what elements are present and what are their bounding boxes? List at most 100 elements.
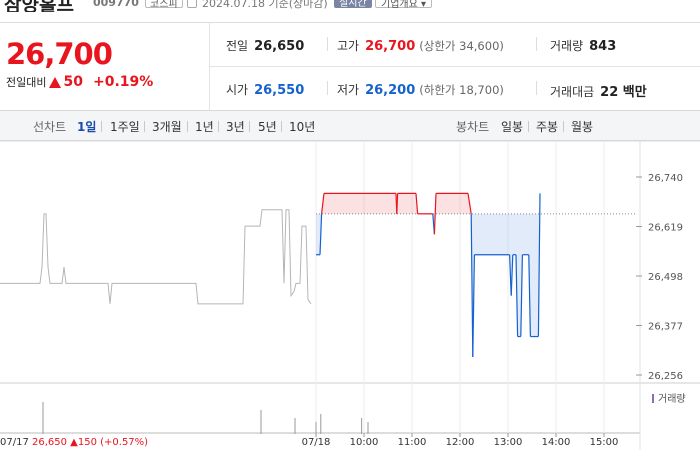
high-label: 고가 <box>337 39 360 53</box>
x-tick-label: 11:00 <box>398 437 427 448</box>
price-line-segment <box>515 254 519 337</box>
divider <box>528 121 529 132</box>
divider <box>563 121 564 132</box>
price-line-segment <box>472 254 475 358</box>
high-value: 26,700 <box>365 39 416 54</box>
y-tick-label: 26,740 <box>648 173 683 184</box>
divider <box>536 37 537 51</box>
change-value: 50 <box>63 74 83 90</box>
price-area-fill <box>512 213 516 255</box>
amount-value: 22 백만 <box>600 85 647 100</box>
change-percent: +0.19% <box>92 74 154 90</box>
volume-cell: 거래량 843 <box>550 37 616 54</box>
price-line-segment <box>396 193 399 214</box>
prev-day-close: 26,650 ▲150 (+0.57%) <box>32 437 148 448</box>
price-line-segment <box>537 193 541 337</box>
price-line-segment <box>510 254 514 296</box>
divider <box>327 37 328 51</box>
low-value: 26,200 <box>365 83 416 98</box>
company-info-label: 기업개요 <box>381 0 418 10</box>
y-tick-label: 26,256 <box>648 371 683 382</box>
clock-icon <box>187 0 197 8</box>
tab-1week[interactable]: 1주일 <box>110 120 140 134</box>
y-tick-label: 26,377 <box>648 322 683 333</box>
price-line-segment <box>528 254 531 337</box>
prev-day-info: 07/17 26,650 ▲150 (+0.57%) <box>0 437 148 448</box>
x-tick-label: 07/18 <box>302 437 331 448</box>
low-label: 저가 <box>337 83 360 97</box>
prev-day-date: 07/17 <box>0 437 32 448</box>
price-area-fill <box>474 213 510 255</box>
quote-date: 2024.07.18 기준(장마감) <box>202 0 328 10</box>
divider <box>101 121 102 132</box>
x-tick-label: 15:00 <box>590 437 619 448</box>
open-value: 26,550 <box>254 83 305 98</box>
chevron-down-icon: ▾ <box>421 0 427 10</box>
price-line-segment <box>470 213 474 358</box>
chart-tabs: 선차트 1일 1주일 3개월 1년 3년 5년 10년 봉차트 일봉 주봉 월봉 <box>0 110 700 141</box>
price-line-segment <box>415 193 419 214</box>
x-tick-label: 13:00 <box>494 437 523 448</box>
price-area-fill <box>324 193 396 214</box>
price-area-fill <box>530 213 539 337</box>
tab-monthly-candle[interactable]: 월봉 <box>571 120 594 134</box>
divider <box>187 121 188 132</box>
price-line-segment <box>520 254 523 337</box>
price-line-segment <box>319 213 323 255</box>
y-tick-label: 26,619 <box>648 223 683 234</box>
price-area-fill <box>397 193 416 214</box>
x-tick-label: 12:00 <box>446 437 475 448</box>
price-line-segment <box>467 193 472 214</box>
prev-day-line <box>0 209 312 305</box>
divider <box>327 81 328 95</box>
change-label: 전일대비 <box>6 76 47 89</box>
high-cell: 고가 26,700 (상한가 34,600) <box>337 37 504 54</box>
tab-3months[interactable]: 3개월 <box>152 120 182 134</box>
stock-name: 삼양홀프 <box>4 0 74 12</box>
divider <box>218 121 219 132</box>
divider <box>144 121 145 132</box>
quote-row: 시가 26,550 저가 26,200 (하한가 18,700) 거래대금 22 백만 <box>210 67 700 111</box>
volume-value: 843 <box>589 39 617 54</box>
tab-1day[interactable]: 1일 <box>77 120 97 134</box>
line-chart-title: 선차트 <box>33 120 67 134</box>
open-cell: 시가 26,550 <box>226 81 304 98</box>
price-line-segment <box>433 193 437 235</box>
tab-weekly-candle[interactable]: 주봉 <box>536 120 559 134</box>
price-area-fill <box>316 213 320 255</box>
tab-1year[interactable]: 1년 <box>195 120 214 134</box>
price-chart[interactable]: 26,740 26,619 26,498 26,377 26,256 07/18 10:00… <box>0 140 700 450</box>
prev-close-value: 26,650 <box>254 39 305 54</box>
price-area-fill <box>436 193 468 214</box>
price-chart-svg: 26,740 26,619 26,498 26,377 26,256 07/18 10:00… <box>0 140 700 450</box>
tab-daily-candle[interactable]: 일봉 <box>501 120 524 134</box>
quote-grid: 전일 26,650 고가 26,700 (상한가 34,600) 거래량 843 시가 2… <box>210 23 700 111</box>
divider <box>249 121 250 132</box>
price-box: 26,700 전일대비 50 +0.19% <box>0 23 210 111</box>
tab-10years[interactable]: 10년 <box>289 120 316 134</box>
market-tag: 코스피 <box>145 0 183 10</box>
up-triangle-icon <box>49 76 62 88</box>
tab-3years[interactable]: 3년 <box>226 120 245 134</box>
amount-cell: 거래대금 22 백만 <box>550 81 647 100</box>
lower-limit: (하한가 18,700) <box>419 83 504 97</box>
company-info-dropdown[interactable]: 기업개요 ▾ <box>375 0 433 10</box>
low-cell: 저가 26,200 (하한가 18,700) <box>337 81 504 98</box>
x-tick-label: 10:00 <box>350 437 379 448</box>
divider <box>281 121 282 132</box>
open-label: 시가 <box>226 83 249 97</box>
quote-row: 전일 26,650 고가 26,700 (상한가 34,600) 거래량 843 <box>210 23 700 67</box>
quote-summary: 26,700 전일대비 50 +0.19% 전일 26,650 고가 26,700 (… <box>0 22 700 111</box>
candle-chart-title: 봉차트 <box>456 120 490 134</box>
current-price: 26,700 <box>6 37 113 71</box>
volume-label: 거래량 <box>550 39 584 53</box>
x-tick-label: 14:00 <box>542 437 571 448</box>
stock-code: 009770 <box>93 0 139 9</box>
price-line-segment <box>321 193 325 214</box>
amount-label: 거래대금 <box>550 85 595 99</box>
y-tick-label: 26,498 <box>648 272 683 283</box>
realtime-button[interactable]: 실시간 <box>334 0 372 9</box>
prev-close-label: 전일 <box>226 39 249 53</box>
tab-5years[interactable]: 5년 <box>258 120 277 134</box>
volume-legend-swatch <box>652 394 654 403</box>
